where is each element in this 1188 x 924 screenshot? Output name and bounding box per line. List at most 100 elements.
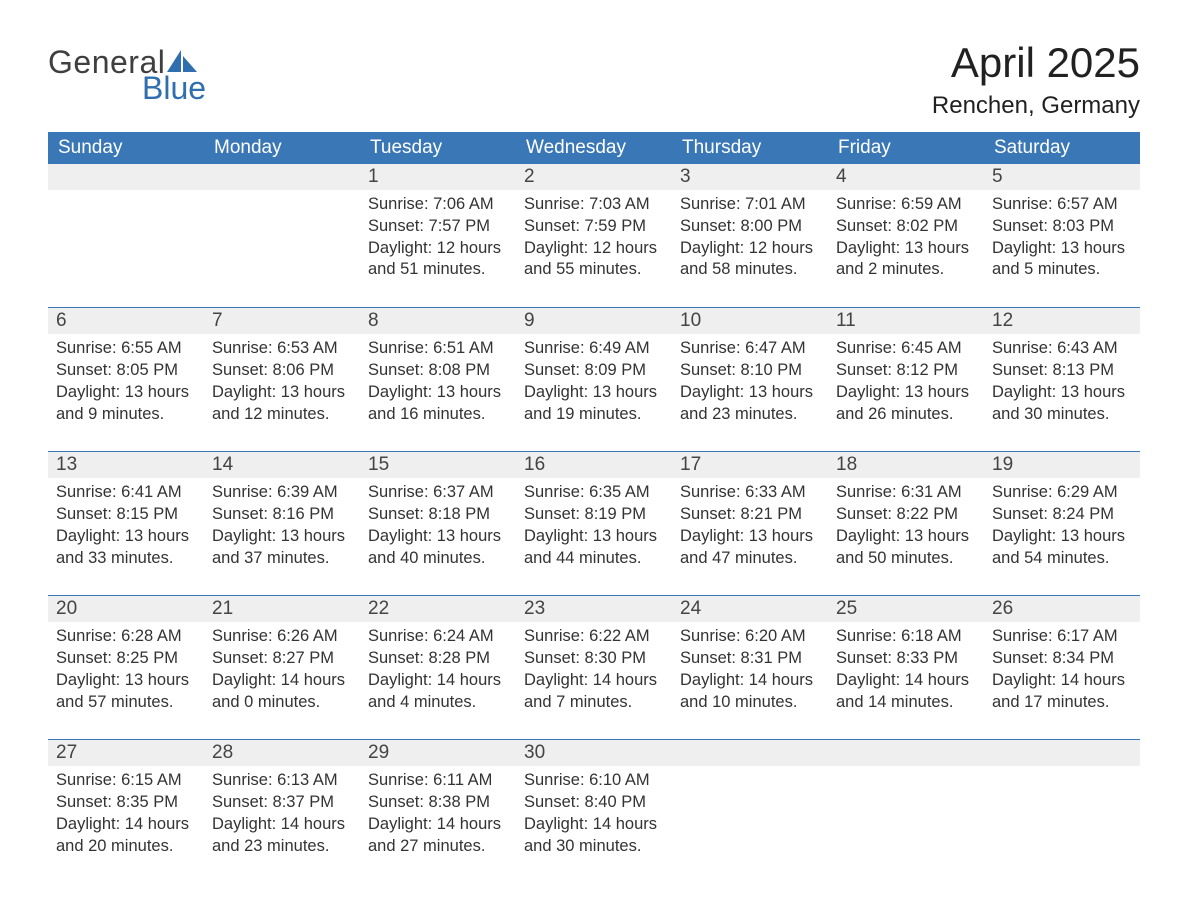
day-line: Sunset: 8:37 PM (212, 792, 352, 814)
day-line: Daylight: 13 hours (836, 526, 976, 548)
day-line: and 57 minutes. (56, 692, 196, 714)
day-line: and 26 minutes. (836, 404, 976, 426)
day-number: 10 (672, 308, 828, 335)
day-line: and 7 minutes. (524, 692, 664, 714)
week-daynum-row: 27282930 (48, 740, 1140, 767)
dow-wednesday: Wednesday (516, 132, 672, 164)
day-line: and 27 minutes. (368, 836, 508, 858)
day-line: and 20 minutes. (56, 836, 196, 858)
day-line: and 12 minutes. (212, 404, 352, 426)
day-line: and 50 minutes. (836, 548, 976, 570)
day-line: Sunset: 8:27 PM (212, 648, 352, 670)
day-line: Sunrise: 6:15 AM (56, 770, 196, 792)
day-content: Sunrise: 6:20 AMSunset: 8:31 PMDaylight:… (672, 622, 828, 740)
day-line: Daylight: 13 hours (836, 238, 976, 260)
day-line: Daylight: 13 hours (56, 670, 196, 692)
day-content (828, 766, 984, 883)
logo-word-2: Blue (142, 72, 206, 104)
day-number: 5 (984, 164, 1140, 190)
day-number: 12 (984, 308, 1140, 335)
day-line: and 19 minutes. (524, 404, 664, 426)
day-line: Sunrise: 6:11 AM (368, 770, 508, 792)
day-line: Daylight: 13 hours (56, 382, 196, 404)
day-number: 14 (204, 452, 360, 479)
day-content: Sunrise: 6:13 AMSunset: 8:37 PMDaylight:… (204, 766, 360, 883)
day-content: Sunrise: 7:01 AMSunset: 8:00 PMDaylight:… (672, 190, 828, 308)
day-number (204, 164, 360, 190)
day-line: and 23 minutes. (212, 836, 352, 858)
day-line: Daylight: 13 hours (992, 526, 1132, 548)
day-line: Sunset: 8:38 PM (368, 792, 508, 814)
day-content: Sunrise: 6:29 AMSunset: 8:24 PMDaylight:… (984, 478, 1140, 596)
day-number: 17 (672, 452, 828, 479)
day-line: Sunset: 8:28 PM (368, 648, 508, 670)
day-line: Daylight: 14 hours (680, 670, 820, 692)
title-block: April 2025 Renchen, Germany (932, 40, 1140, 120)
day-line: Daylight: 13 hours (368, 382, 508, 404)
day-line: Sunset: 8:22 PM (836, 504, 976, 526)
day-line: Sunset: 8:10 PM (680, 360, 820, 382)
day-content: Sunrise: 6:37 AMSunset: 8:18 PMDaylight:… (360, 478, 516, 596)
day-content: Sunrise: 6:43 AMSunset: 8:13 PMDaylight:… (984, 334, 1140, 452)
day-line: and 2 minutes. (836, 259, 976, 281)
day-line: Daylight: 14 hours (368, 814, 508, 836)
day-line: Sunrise: 6:47 AM (680, 338, 820, 360)
day-content: Sunrise: 6:45 AMSunset: 8:12 PMDaylight:… (828, 334, 984, 452)
day-line: Sunrise: 7:01 AM (680, 194, 820, 216)
day-line: Sunrise: 6:55 AM (56, 338, 196, 360)
day-line: Sunset: 8:00 PM (680, 216, 820, 238)
day-line: Daylight: 14 hours (836, 670, 976, 692)
day-line: Sunset: 7:57 PM (368, 216, 508, 238)
day-line: Sunrise: 6:17 AM (992, 626, 1132, 648)
day-line: Daylight: 14 hours (56, 814, 196, 836)
day-line: Sunset: 8:33 PM (836, 648, 976, 670)
day-content: Sunrise: 6:24 AMSunset: 8:28 PMDaylight:… (360, 622, 516, 740)
day-number: 3 (672, 164, 828, 190)
day-content: Sunrise: 6:10 AMSunset: 8:40 PMDaylight:… (516, 766, 672, 883)
week-content-row: Sunrise: 7:06 AMSunset: 7:57 PMDaylight:… (48, 190, 1140, 308)
day-content (984, 766, 1140, 883)
day-line: and 23 minutes. (680, 404, 820, 426)
day-content: Sunrise: 6:57 AMSunset: 8:03 PMDaylight:… (984, 190, 1140, 308)
day-line: Sunrise: 6:53 AM (212, 338, 352, 360)
day-number: 21 (204, 596, 360, 623)
day-number: 18 (828, 452, 984, 479)
day-number: 15 (360, 452, 516, 479)
day-line: Sunset: 7:59 PM (524, 216, 664, 238)
day-line: Sunrise: 6:33 AM (680, 482, 820, 504)
day-content: Sunrise: 6:31 AMSunset: 8:22 PMDaylight:… (828, 478, 984, 596)
day-line: and 44 minutes. (524, 548, 664, 570)
day-line: and 55 minutes. (524, 259, 664, 281)
day-content: Sunrise: 6:33 AMSunset: 8:21 PMDaylight:… (672, 478, 828, 596)
day-line: Sunrise: 6:57 AM (992, 194, 1132, 216)
day-line: Daylight: 14 hours (992, 670, 1132, 692)
day-number: 13 (48, 452, 204, 479)
day-line: Sunset: 8:06 PM (212, 360, 352, 382)
day-line: Sunset: 8:30 PM (524, 648, 664, 670)
day-line: and 5 minutes. (992, 259, 1132, 281)
day-line: Daylight: 13 hours (836, 382, 976, 404)
day-line: and 10 minutes. (680, 692, 820, 714)
day-line: Sunset: 8:19 PM (524, 504, 664, 526)
day-line: Sunset: 8:05 PM (56, 360, 196, 382)
dow-thursday: Thursday (672, 132, 828, 164)
day-line: Daylight: 13 hours (212, 526, 352, 548)
day-line: and 33 minutes. (56, 548, 196, 570)
day-number: 2 (516, 164, 672, 190)
day-line: Sunrise: 6:35 AM (524, 482, 664, 504)
day-line: Daylight: 14 hours (524, 814, 664, 836)
day-content: Sunrise: 6:51 AMSunset: 8:08 PMDaylight:… (360, 334, 516, 452)
day-line: Daylight: 13 hours (56, 526, 196, 548)
week-daynum-row: 13141516171819 (48, 452, 1140, 479)
day-line: and 4 minutes. (368, 692, 508, 714)
day-line: and 30 minutes. (524, 836, 664, 858)
day-line: Daylight: 14 hours (212, 670, 352, 692)
day-line: Daylight: 13 hours (524, 526, 664, 548)
day-line: Sunset: 8:09 PM (524, 360, 664, 382)
day-line: Sunrise: 6:10 AM (524, 770, 664, 792)
dow-monday: Monday (204, 132, 360, 164)
day-line: Sunset: 8:18 PM (368, 504, 508, 526)
day-number: 19 (984, 452, 1140, 479)
day-line: Daylight: 14 hours (212, 814, 352, 836)
day-line: and 40 minutes. (368, 548, 508, 570)
